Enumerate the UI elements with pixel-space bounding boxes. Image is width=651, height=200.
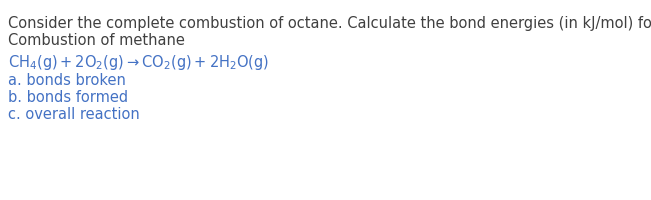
Text: Consider the complete combustion of octane. Calculate the bond energies (in kJ/m: Consider the complete combustion of octa… [8, 16, 651, 31]
Text: $\mathregular{CH_4(g)+2O_2(g)\rightarrow CO_2(g)+2H_2O(g)}$: $\mathregular{CH_4(g)+2O_2(g)\rightarrow… [8, 53, 270, 72]
Text: Combustion of methane: Combustion of methane [8, 33, 185, 48]
Text: c. overall reaction: c. overall reaction [8, 106, 140, 121]
Text: a. bonds broken: a. bonds broken [8, 73, 126, 88]
Text: b. bonds formed: b. bonds formed [8, 90, 128, 104]
